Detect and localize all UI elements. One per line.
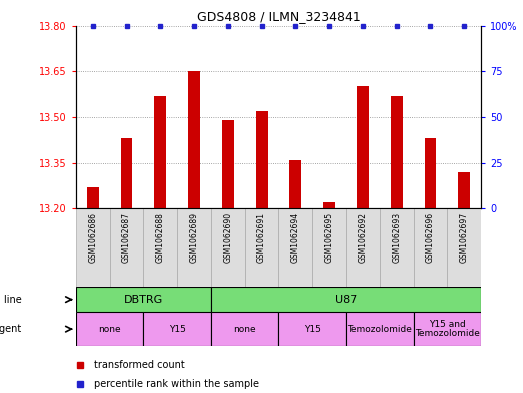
Text: U87: U87 bbox=[335, 295, 357, 305]
Bar bbox=[380, 208, 414, 287]
Bar bbox=[110, 208, 143, 287]
Text: GSM1062691: GSM1062691 bbox=[257, 212, 266, 263]
Text: GSM1062696: GSM1062696 bbox=[426, 212, 435, 263]
Bar bbox=[357, 86, 369, 208]
Text: GSM1062686: GSM1062686 bbox=[88, 212, 97, 263]
Bar bbox=[278, 208, 312, 287]
Text: GSM1062693: GSM1062693 bbox=[392, 212, 401, 263]
Title: GDS4808 / ILMN_3234841: GDS4808 / ILMN_3234841 bbox=[197, 10, 360, 23]
Bar bbox=[414, 208, 447, 287]
Bar bbox=[447, 208, 481, 287]
Text: Y15: Y15 bbox=[169, 325, 186, 334]
Text: Y15 and
Temozolomide: Y15 and Temozolomide bbox=[415, 320, 480, 338]
Bar bbox=[177, 208, 211, 287]
Bar bbox=[143, 312, 211, 346]
Bar bbox=[346, 312, 414, 346]
Bar bbox=[425, 138, 436, 208]
Bar bbox=[458, 172, 470, 208]
Bar bbox=[154, 95, 166, 208]
Bar bbox=[312, 208, 346, 287]
Bar bbox=[143, 208, 177, 287]
Text: DBTRG: DBTRG bbox=[124, 295, 163, 305]
Bar bbox=[76, 312, 143, 346]
Bar bbox=[87, 187, 99, 208]
Bar bbox=[256, 111, 268, 208]
Bar bbox=[323, 202, 335, 208]
Bar bbox=[211, 208, 245, 287]
Text: transformed count: transformed count bbox=[94, 360, 185, 370]
Text: Temozolomide: Temozolomide bbox=[347, 325, 412, 334]
Text: GSM1062688: GSM1062688 bbox=[156, 212, 165, 263]
Text: GSM1062690: GSM1062690 bbox=[223, 212, 232, 263]
Bar bbox=[346, 208, 380, 287]
Bar bbox=[121, 138, 132, 208]
Text: GSM1062695: GSM1062695 bbox=[325, 212, 334, 263]
Bar bbox=[211, 287, 481, 312]
Bar bbox=[76, 208, 110, 287]
Text: none: none bbox=[233, 325, 256, 334]
Text: Y15: Y15 bbox=[304, 325, 321, 334]
Text: GSM1062692: GSM1062692 bbox=[358, 212, 368, 263]
Text: percentile rank within the sample: percentile rank within the sample bbox=[94, 379, 259, 389]
Bar bbox=[211, 312, 278, 346]
Bar bbox=[188, 71, 200, 208]
Text: agent: agent bbox=[0, 324, 22, 334]
Text: cell line: cell line bbox=[0, 295, 22, 305]
Text: GSM1062687: GSM1062687 bbox=[122, 212, 131, 263]
Bar bbox=[391, 95, 403, 208]
Text: none: none bbox=[98, 325, 121, 334]
Bar bbox=[278, 312, 346, 346]
Text: GSM1062694: GSM1062694 bbox=[291, 212, 300, 263]
Text: GSM1062689: GSM1062689 bbox=[189, 212, 199, 263]
Bar bbox=[289, 160, 301, 208]
Bar bbox=[245, 208, 278, 287]
Text: GSM1062697: GSM1062697 bbox=[460, 212, 469, 263]
Bar bbox=[222, 120, 234, 208]
Bar bbox=[414, 312, 481, 346]
Bar bbox=[76, 287, 211, 312]
